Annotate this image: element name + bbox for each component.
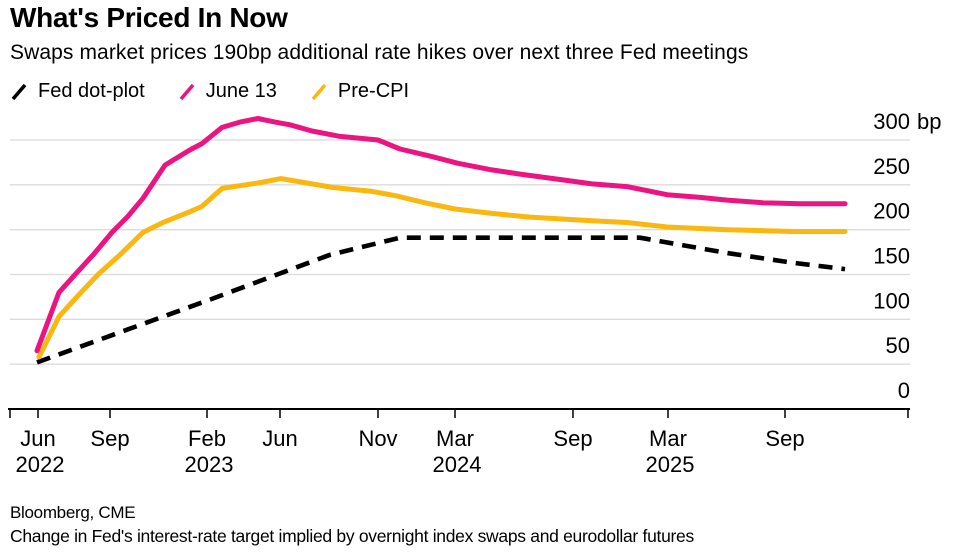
x-axis-label-month: Feb [188, 426, 226, 451]
legend-item-pre-cpi: Pre-CPI [310, 80, 409, 103]
x-axis-label-month: Jun [20, 426, 55, 451]
x-axis-label-year: 2025 [646, 452, 695, 477]
y-axis-label-0: 0 [898, 378, 910, 403]
june-13-slash-icon [179, 83, 195, 100]
y-axis-label-100: 100 [873, 288, 910, 313]
y-axis-label-200: 200 [873, 199, 910, 224]
x-axis-label-month: Sep [553, 426, 592, 451]
x-axis-label-month: Nov [358, 426, 397, 451]
series-line-fed-dot-plot [36, 235, 846, 365]
series-line-june-13 [34, 116, 848, 354]
y-axis-label-150: 150 [873, 244, 910, 269]
chart-note: Change in Fed's interest-rate target imp… [10, 526, 694, 546]
y-axis-label-250: 250 [873, 154, 910, 179]
chart-subtitle: Swaps market prices 190bp additional rat… [10, 41, 749, 64]
source-line: Bloomberg, CME [10, 503, 136, 522]
chart-title: What's Priced In Now [10, 2, 288, 33]
y-axis-label-300: 300 [873, 109, 910, 134]
legend-item-label: Fed dot-plot [38, 80, 145, 102]
legend-item-label: June 13 [205, 80, 277, 102]
series-line-pre-cpi [36, 176, 848, 360]
y-axis-label-50: 50 [886, 333, 910, 358]
x-axis-label-month: Jun [262, 426, 297, 451]
x-axis-label-month: Mar [649, 426, 687, 451]
x-axis-label-year: 2024 [433, 452, 482, 477]
x-axis-label-month: Sep [90, 426, 129, 451]
x-axis-label-year: 2022 [16, 452, 65, 477]
legend-item-label: Pre-CPI [337, 80, 410, 102]
pre-cpi-slash-icon [311, 83, 327, 100]
legend-item-june-13: June 13 [178, 80, 277, 103]
legend: Fed dot-plot June 13 Pre-CPI [10, 80, 409, 103]
fed-dot-plot-slash-icon [11, 83, 27, 100]
x-axis-label-month: Sep [765, 426, 804, 451]
legend-item-fed-dot-plot: Fed dot-plot [10, 80, 145, 103]
x-axis-label-month: Mar [436, 426, 474, 451]
y-axis-unit-label: bp [917, 109, 941, 134]
x-axis-label-year: 2023 [185, 452, 234, 477]
